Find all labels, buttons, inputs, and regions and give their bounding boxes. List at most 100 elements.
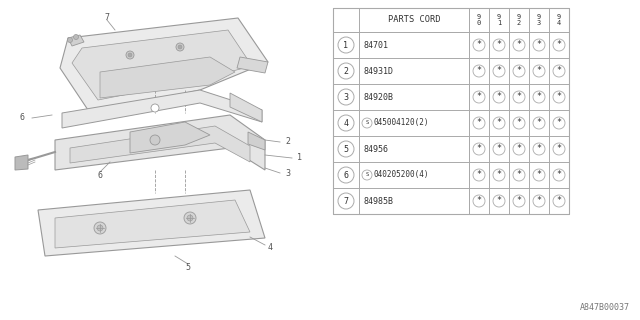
Text: 1: 1 (344, 41, 349, 50)
Polygon shape (72, 30, 252, 100)
Text: 84920B: 84920B (364, 92, 394, 101)
Circle shape (553, 39, 565, 51)
Text: *: * (557, 67, 561, 76)
Circle shape (533, 169, 545, 181)
Circle shape (493, 195, 505, 207)
Text: *: * (477, 145, 481, 154)
Circle shape (513, 169, 525, 181)
Polygon shape (237, 57, 268, 73)
Text: 4: 4 (344, 118, 349, 127)
Circle shape (513, 195, 525, 207)
Text: *: * (497, 145, 502, 154)
Text: 9
0: 9 0 (477, 14, 481, 26)
Text: 040205200(4): 040205200(4) (374, 171, 429, 180)
Circle shape (493, 91, 505, 103)
Text: *: * (536, 145, 541, 154)
Circle shape (473, 65, 485, 77)
Bar (333, 8, 569, 214)
Circle shape (338, 63, 354, 79)
Polygon shape (100, 57, 235, 98)
Circle shape (533, 143, 545, 155)
Circle shape (178, 45, 182, 49)
Text: *: * (557, 196, 561, 205)
Circle shape (176, 43, 184, 51)
Text: *: * (516, 118, 522, 127)
Circle shape (533, 65, 545, 77)
Text: *: * (477, 41, 481, 50)
Circle shape (553, 195, 565, 207)
Circle shape (338, 37, 354, 53)
Text: 84701: 84701 (364, 41, 389, 50)
Polygon shape (55, 115, 265, 170)
Text: 6: 6 (344, 171, 349, 180)
Text: *: * (497, 171, 502, 180)
Text: *: * (497, 67, 502, 76)
Circle shape (533, 195, 545, 207)
Polygon shape (248, 132, 265, 150)
Circle shape (338, 141, 354, 157)
Text: 7: 7 (344, 196, 349, 205)
Circle shape (362, 170, 372, 180)
Text: 045004120(2): 045004120(2) (374, 118, 429, 127)
Text: PARTS CORD: PARTS CORD (388, 15, 440, 25)
Circle shape (553, 169, 565, 181)
Text: 84931D: 84931D (364, 67, 394, 76)
Circle shape (493, 117, 505, 129)
Text: *: * (497, 118, 502, 127)
Text: *: * (477, 118, 481, 127)
Text: *: * (477, 171, 481, 180)
Circle shape (473, 143, 485, 155)
Polygon shape (230, 93, 262, 122)
Text: *: * (536, 41, 541, 50)
Text: 3: 3 (344, 92, 349, 101)
Circle shape (338, 193, 354, 209)
Circle shape (473, 117, 485, 129)
Circle shape (513, 117, 525, 129)
Circle shape (338, 89, 354, 105)
Circle shape (150, 135, 160, 145)
Circle shape (493, 169, 505, 181)
Text: *: * (536, 196, 541, 205)
Circle shape (553, 91, 565, 103)
Text: *: * (557, 118, 561, 127)
Circle shape (362, 118, 372, 128)
Text: *: * (536, 118, 541, 127)
Polygon shape (38, 190, 265, 256)
Text: 5: 5 (344, 145, 349, 154)
Text: *: * (516, 92, 522, 101)
Polygon shape (15, 155, 28, 170)
Circle shape (338, 167, 354, 183)
Polygon shape (62, 90, 262, 128)
Polygon shape (68, 35, 84, 46)
Text: *: * (536, 171, 541, 180)
Text: *: * (516, 67, 522, 76)
Text: *: * (557, 41, 561, 50)
Circle shape (553, 65, 565, 77)
Text: 5: 5 (186, 263, 191, 273)
Circle shape (151, 104, 159, 112)
Circle shape (97, 225, 103, 231)
Text: *: * (516, 145, 522, 154)
Text: *: * (497, 92, 502, 101)
Text: 4: 4 (268, 244, 273, 252)
Circle shape (473, 91, 485, 103)
Text: *: * (557, 92, 561, 101)
Text: 1: 1 (298, 154, 303, 163)
Text: 9
1: 9 1 (497, 14, 501, 26)
Circle shape (74, 35, 79, 39)
Text: *: * (477, 196, 481, 205)
Circle shape (493, 39, 505, 51)
Text: 6: 6 (19, 114, 24, 123)
Text: *: * (557, 171, 561, 180)
Circle shape (513, 91, 525, 103)
Text: *: * (497, 41, 502, 50)
Circle shape (338, 115, 354, 131)
Circle shape (473, 39, 485, 51)
Circle shape (493, 143, 505, 155)
Circle shape (67, 37, 72, 43)
Text: 9
3: 9 3 (537, 14, 541, 26)
Text: *: * (516, 171, 522, 180)
Circle shape (94, 222, 106, 234)
Text: *: * (516, 196, 522, 205)
Text: 2: 2 (285, 138, 291, 147)
